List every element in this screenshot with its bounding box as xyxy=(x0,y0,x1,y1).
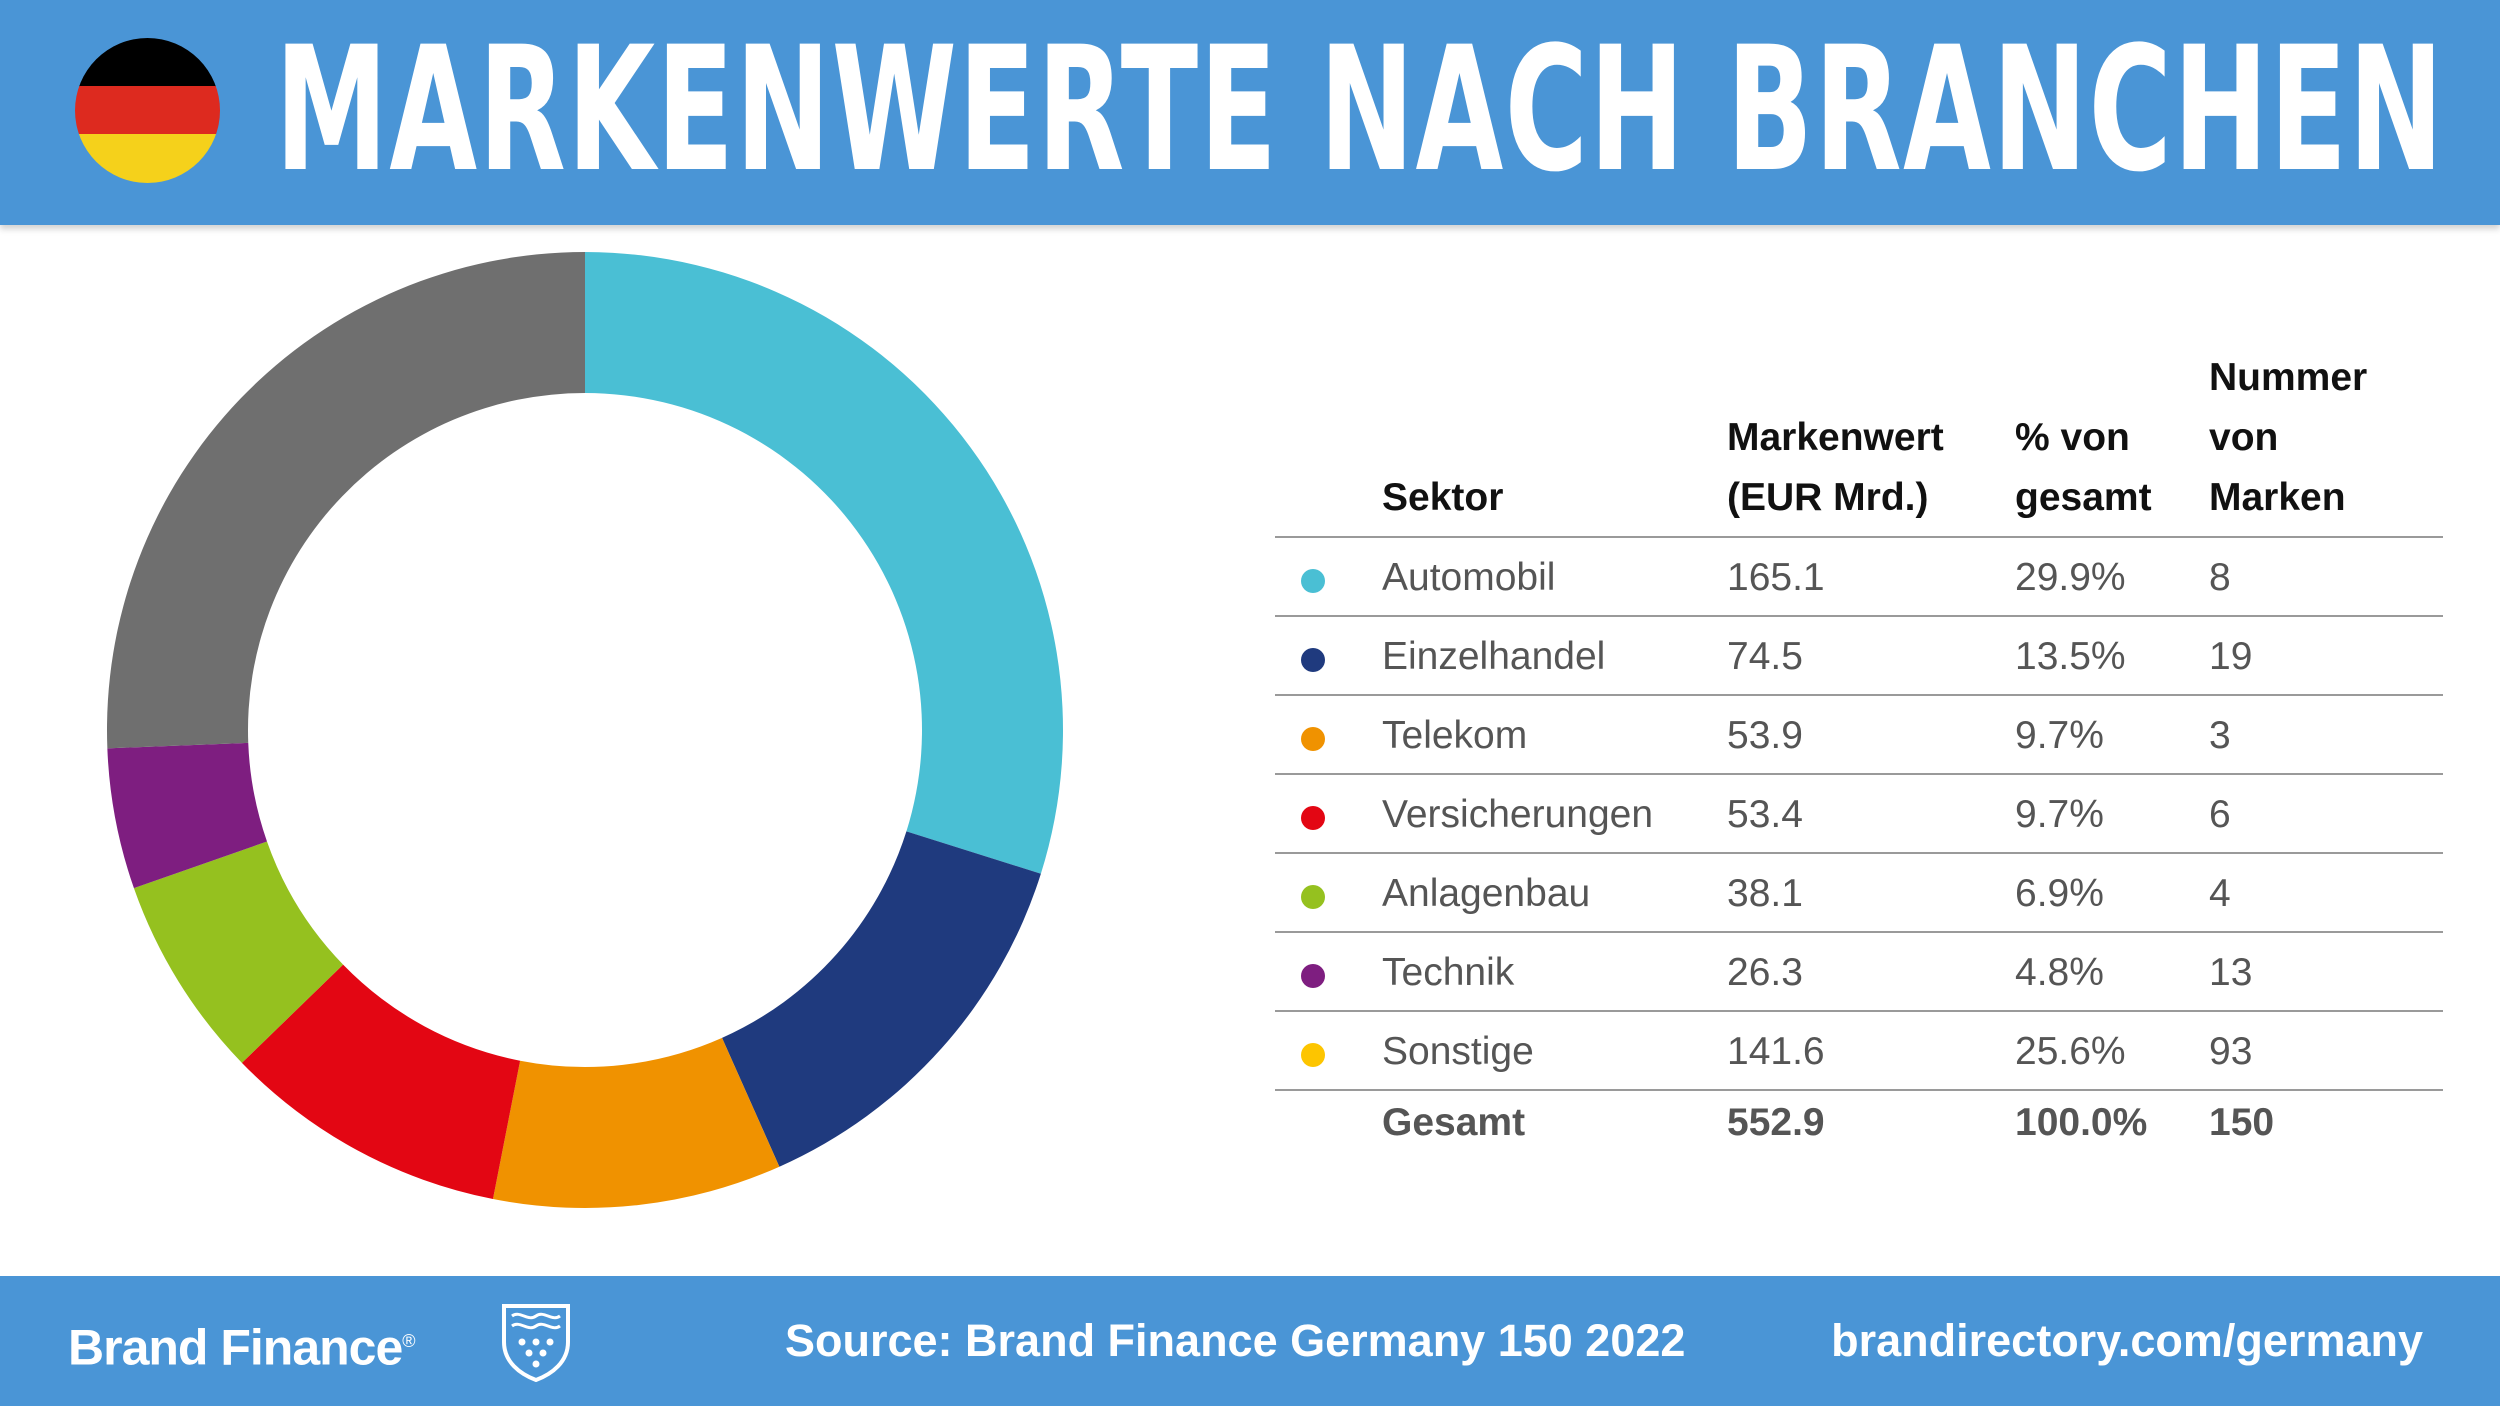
table-header: Sektor Markenwert (EUR Mrd.) % von gesam… xyxy=(1275,350,2443,538)
total-percent: 100.0% xyxy=(2015,1101,2148,1144)
table-row: Versicherungen 53.4 9.7% 6 xyxy=(1275,775,2443,854)
germany-flag-icon xyxy=(75,38,220,183)
row-sector: Einzelhandel xyxy=(1382,635,1606,678)
header-value-line1: Markenwert xyxy=(1727,416,1944,459)
total-count: 150 xyxy=(2209,1101,2275,1144)
row-count: 4 xyxy=(2209,872,2231,915)
registered-mark: ® xyxy=(402,1331,415,1351)
row-sector: Automobil xyxy=(1382,556,1556,599)
row-count: 8 xyxy=(2209,556,2231,599)
row-count: 6 xyxy=(2209,793,2231,836)
row-percent: 6.9% xyxy=(2015,872,2104,915)
row-percent: 9.7% xyxy=(2015,793,2104,836)
legend-dot-icon xyxy=(1301,569,1325,593)
row-count: 3 xyxy=(2209,714,2231,757)
header-sector: Sektor xyxy=(1382,468,1503,528)
header-count-line1: Nummer xyxy=(2209,356,2368,399)
row-percent: 13.5% xyxy=(2015,635,2126,678)
table-row: Sonstige 141.6 25.6% 93 xyxy=(1275,1012,2443,1091)
table-row: Telekom 53.9 9.7% 3 xyxy=(1275,696,2443,775)
row-sector: Versicherungen xyxy=(1382,793,1654,836)
flag-stripe-black xyxy=(75,38,220,87)
legend-dot-icon xyxy=(1301,727,1325,751)
row-percent: 29.9% xyxy=(2015,556,2126,599)
row-value: 38.1 xyxy=(1727,872,1803,915)
row-sector: Anlagenbau xyxy=(1382,872,1591,915)
donut-chart-svg xyxy=(107,252,1063,1208)
flag-stripe-red xyxy=(75,86,220,135)
footer-url-link[interactable]: brandirectory.com/germany xyxy=(1831,1315,2423,1366)
header-value: Markenwert (EUR Mrd.) xyxy=(1727,408,1944,528)
source-note: Source: Brand Finance Germany 150 2022 xyxy=(785,1315,1686,1366)
row-count: 13 xyxy=(2209,951,2253,994)
row-count: 19 xyxy=(2209,635,2253,678)
header-sector-label: Sektor xyxy=(1382,476,1504,519)
table-row: Anlagenbau 38.1 6.9% 4 xyxy=(1275,854,2443,933)
brand-name: Brand Finance xyxy=(68,1319,403,1376)
table-total-row: Gesamt 552.9 100.0% 150 xyxy=(1275,1091,2443,1155)
row-value: 141.6 xyxy=(1727,1030,1825,1073)
table-row: Einzelhandel 74.5 13.5% 19 xyxy=(1275,617,2443,696)
donut-slice-einzelhandel xyxy=(722,831,1041,1167)
donut-chart xyxy=(0,225,1200,1275)
header-banner: MARKENWERTE NACH BRANCHEN xyxy=(0,0,2500,225)
row-value: 53.4 xyxy=(1727,793,1803,836)
footer-banner: Brand Finance® Source: Brand Finance Ger… xyxy=(0,1276,2500,1406)
donut-slice-automobil xyxy=(585,252,1063,874)
total-label: Gesamt xyxy=(1382,1101,1526,1144)
legend-dot-icon xyxy=(1301,964,1325,988)
row-percent: 4.8% xyxy=(2015,951,2104,994)
header-count: Nummer von Marken xyxy=(2209,348,2367,528)
row-percent: 25.6% xyxy=(2015,1030,2126,1073)
page-title: MARKENWERTE NACH BRANCHEN xyxy=(275,9,2445,210)
table-row: Technik 26.3 4.8% 13 xyxy=(1275,933,2443,1012)
header-percent-line1: % von xyxy=(2015,416,2130,459)
row-sector: Telekom xyxy=(1382,714,1528,757)
legend-dot-icon xyxy=(1301,648,1325,672)
donut-slice-telekom xyxy=(492,1037,780,1208)
header-value-line2: (EUR Mrd.) xyxy=(1727,476,1929,519)
header-count-line3: Marken xyxy=(2209,476,2346,519)
header-percent-line2: gesamt xyxy=(2015,476,2152,519)
row-count: 93 xyxy=(2209,1030,2253,1073)
row-sector: Sonstige xyxy=(1382,1030,1534,1073)
flag-graphic xyxy=(75,38,220,183)
row-percent: 9.7% xyxy=(2015,714,2104,757)
row-sector: Technik xyxy=(1382,951,1515,994)
donut-slice-sonstige xyxy=(107,252,585,749)
header-percent: % von gesamt xyxy=(2015,408,2152,528)
row-value: 74.5 xyxy=(1727,635,1803,678)
donut-slice-versicherungen xyxy=(241,964,521,1200)
sector-table: Sektor Markenwert (EUR Mrd.) % von gesam… xyxy=(1275,350,2443,1155)
total-value: 552.9 xyxy=(1727,1101,1825,1144)
legend-dot-icon xyxy=(1301,885,1325,909)
row-value: 26.3 xyxy=(1727,951,1803,994)
donut-slice-technik xyxy=(107,742,267,889)
legend-dot-icon xyxy=(1301,1043,1325,1067)
row-value: 53.9 xyxy=(1727,714,1803,757)
row-value: 165.1 xyxy=(1727,556,1825,599)
legend-dot-icon xyxy=(1301,806,1325,830)
header-count-line2: von xyxy=(2209,416,2279,459)
donut-slice-anlagenbau xyxy=(133,841,344,1063)
table-row: Automobil 165.1 29.9% 8 xyxy=(1275,538,2443,617)
flag-stripe-gold xyxy=(75,134,220,183)
brand-finance-shield-icon xyxy=(502,1304,570,1382)
brand-logo-text: Brand Finance® xyxy=(68,1276,416,1406)
